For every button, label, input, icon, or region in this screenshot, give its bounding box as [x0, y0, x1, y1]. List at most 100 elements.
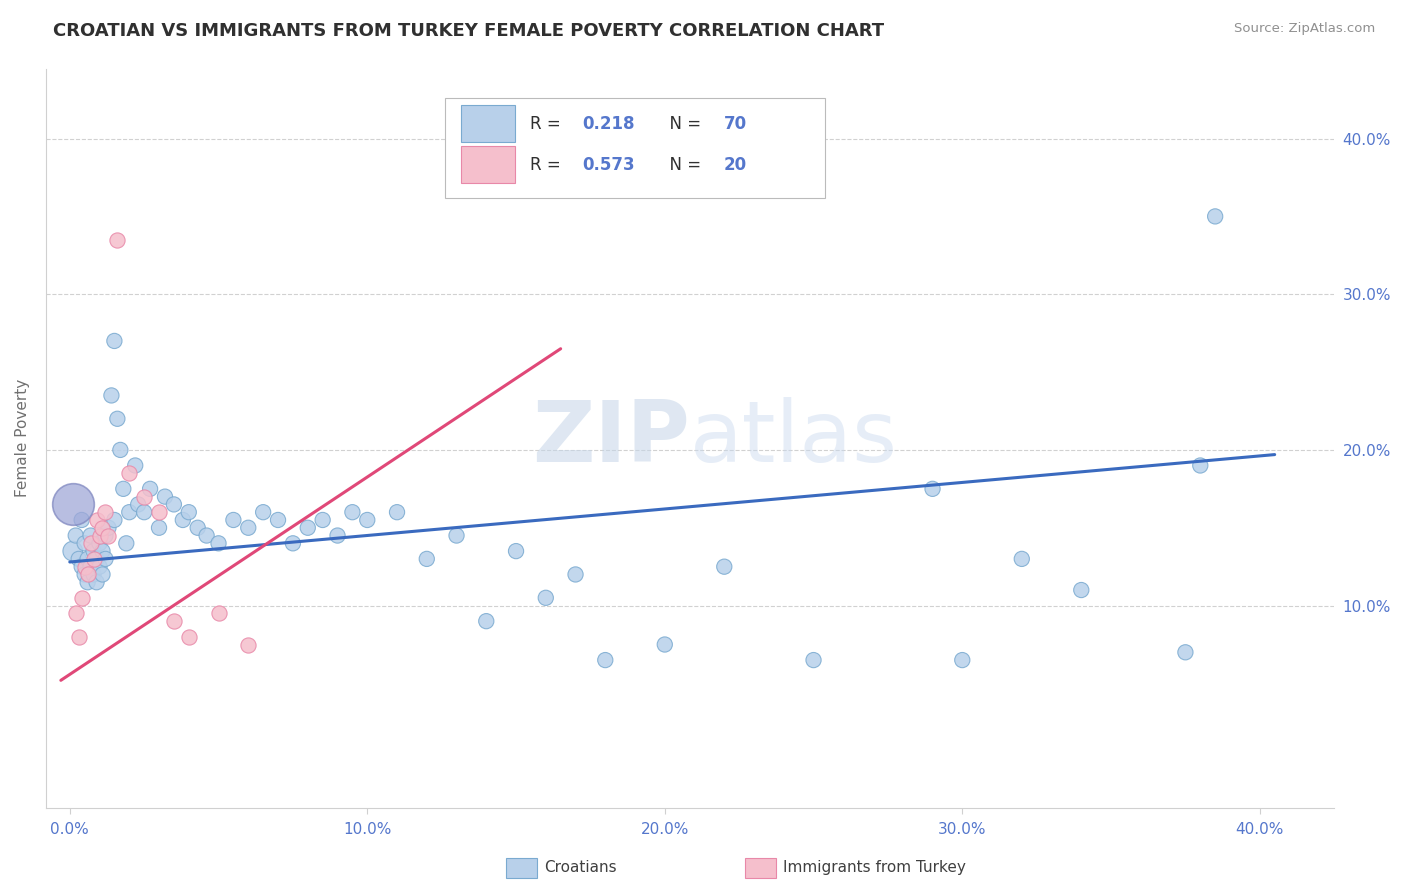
- Point: [326, 528, 349, 542]
- Point: [110, 442, 132, 457]
- FancyBboxPatch shape: [461, 146, 515, 183]
- Y-axis label: Female Poverty: Female Poverty: [15, 379, 30, 498]
- Point: [70, 591, 93, 605]
- Point: [73, 567, 96, 582]
- Point: [86, 552, 108, 566]
- Point: [446, 528, 468, 542]
- Point: [65, 607, 87, 621]
- Point: [222, 513, 245, 527]
- Point: [103, 513, 125, 527]
- Point: [112, 482, 135, 496]
- Point: [65, 528, 87, 542]
- Point: [94, 528, 117, 542]
- Point: [921, 482, 943, 496]
- Point: [62, 497, 84, 511]
- Point: [94, 505, 117, 519]
- Point: [79, 536, 101, 550]
- Point: [62, 544, 84, 558]
- Point: [505, 544, 527, 558]
- Point: [187, 521, 209, 535]
- Point: [416, 552, 439, 566]
- Text: Croatians: Croatians: [544, 861, 617, 875]
- Point: [1070, 582, 1092, 597]
- Point: [83, 552, 105, 566]
- Text: Immigrants from Turkey: Immigrants from Turkey: [783, 861, 966, 875]
- Point: [950, 653, 973, 667]
- Point: [103, 334, 125, 348]
- Point: [475, 614, 498, 628]
- Point: [127, 497, 149, 511]
- Point: [115, 536, 138, 550]
- Point: [134, 505, 156, 519]
- Point: [177, 505, 200, 519]
- Text: CROATIAN VS IMMIGRANTS FROM TURKEY FEMALE POVERTY CORRELATION CHART: CROATIAN VS IMMIGRANTS FROM TURKEY FEMAL…: [53, 22, 884, 40]
- Point: [97, 521, 120, 535]
- Point: [86, 513, 108, 527]
- Point: [83, 544, 105, 558]
- Point: [91, 544, 114, 558]
- Point: [252, 505, 274, 519]
- Point: [118, 505, 141, 519]
- Point: [311, 513, 333, 527]
- Point: [76, 552, 98, 566]
- Text: N =: N =: [659, 155, 707, 174]
- Point: [79, 559, 101, 574]
- Point: [105, 233, 128, 247]
- Point: [73, 536, 96, 550]
- Text: N =: N =: [659, 115, 707, 133]
- Point: [124, 458, 146, 473]
- Point: [1174, 645, 1197, 659]
- Point: [207, 536, 229, 550]
- Point: [238, 521, 260, 535]
- Point: [97, 528, 120, 542]
- Point: [654, 638, 676, 652]
- FancyBboxPatch shape: [461, 105, 515, 143]
- Point: [172, 513, 194, 527]
- Point: [177, 630, 200, 644]
- Point: [105, 411, 128, 425]
- Point: [713, 559, 735, 574]
- Point: [86, 575, 108, 590]
- Point: [67, 630, 90, 644]
- Point: [803, 653, 825, 667]
- Point: [534, 591, 557, 605]
- Point: [1011, 552, 1033, 566]
- FancyBboxPatch shape: [446, 98, 825, 198]
- Point: [89, 559, 111, 574]
- Text: R =: R =: [530, 115, 567, 133]
- Point: [153, 490, 176, 504]
- Text: ZIP: ZIP: [533, 397, 690, 480]
- Point: [139, 482, 162, 496]
- Point: [267, 513, 290, 527]
- Point: [83, 567, 105, 582]
- Point: [70, 513, 93, 527]
- Point: [238, 638, 260, 652]
- Point: [385, 505, 408, 519]
- Point: [91, 521, 114, 535]
- Point: [1189, 458, 1212, 473]
- Point: [356, 513, 378, 527]
- Point: [76, 567, 98, 582]
- Point: [76, 575, 98, 590]
- Point: [281, 536, 304, 550]
- Point: [89, 528, 111, 542]
- Text: 20: 20: [724, 155, 747, 174]
- Point: [94, 552, 117, 566]
- Text: 70: 70: [724, 115, 747, 133]
- Text: R =: R =: [530, 155, 567, 174]
- Point: [163, 614, 186, 628]
- Point: [79, 528, 101, 542]
- Point: [91, 567, 114, 582]
- Text: 0.218: 0.218: [582, 115, 634, 133]
- Point: [134, 490, 156, 504]
- Text: atlas: atlas: [690, 397, 898, 480]
- Point: [73, 559, 96, 574]
- Point: [195, 528, 218, 542]
- Point: [297, 521, 319, 535]
- Text: Source: ZipAtlas.com: Source: ZipAtlas.com: [1234, 22, 1375, 36]
- Point: [70, 559, 93, 574]
- Point: [89, 536, 111, 550]
- Point: [163, 497, 186, 511]
- Point: [564, 567, 586, 582]
- Point: [148, 521, 170, 535]
